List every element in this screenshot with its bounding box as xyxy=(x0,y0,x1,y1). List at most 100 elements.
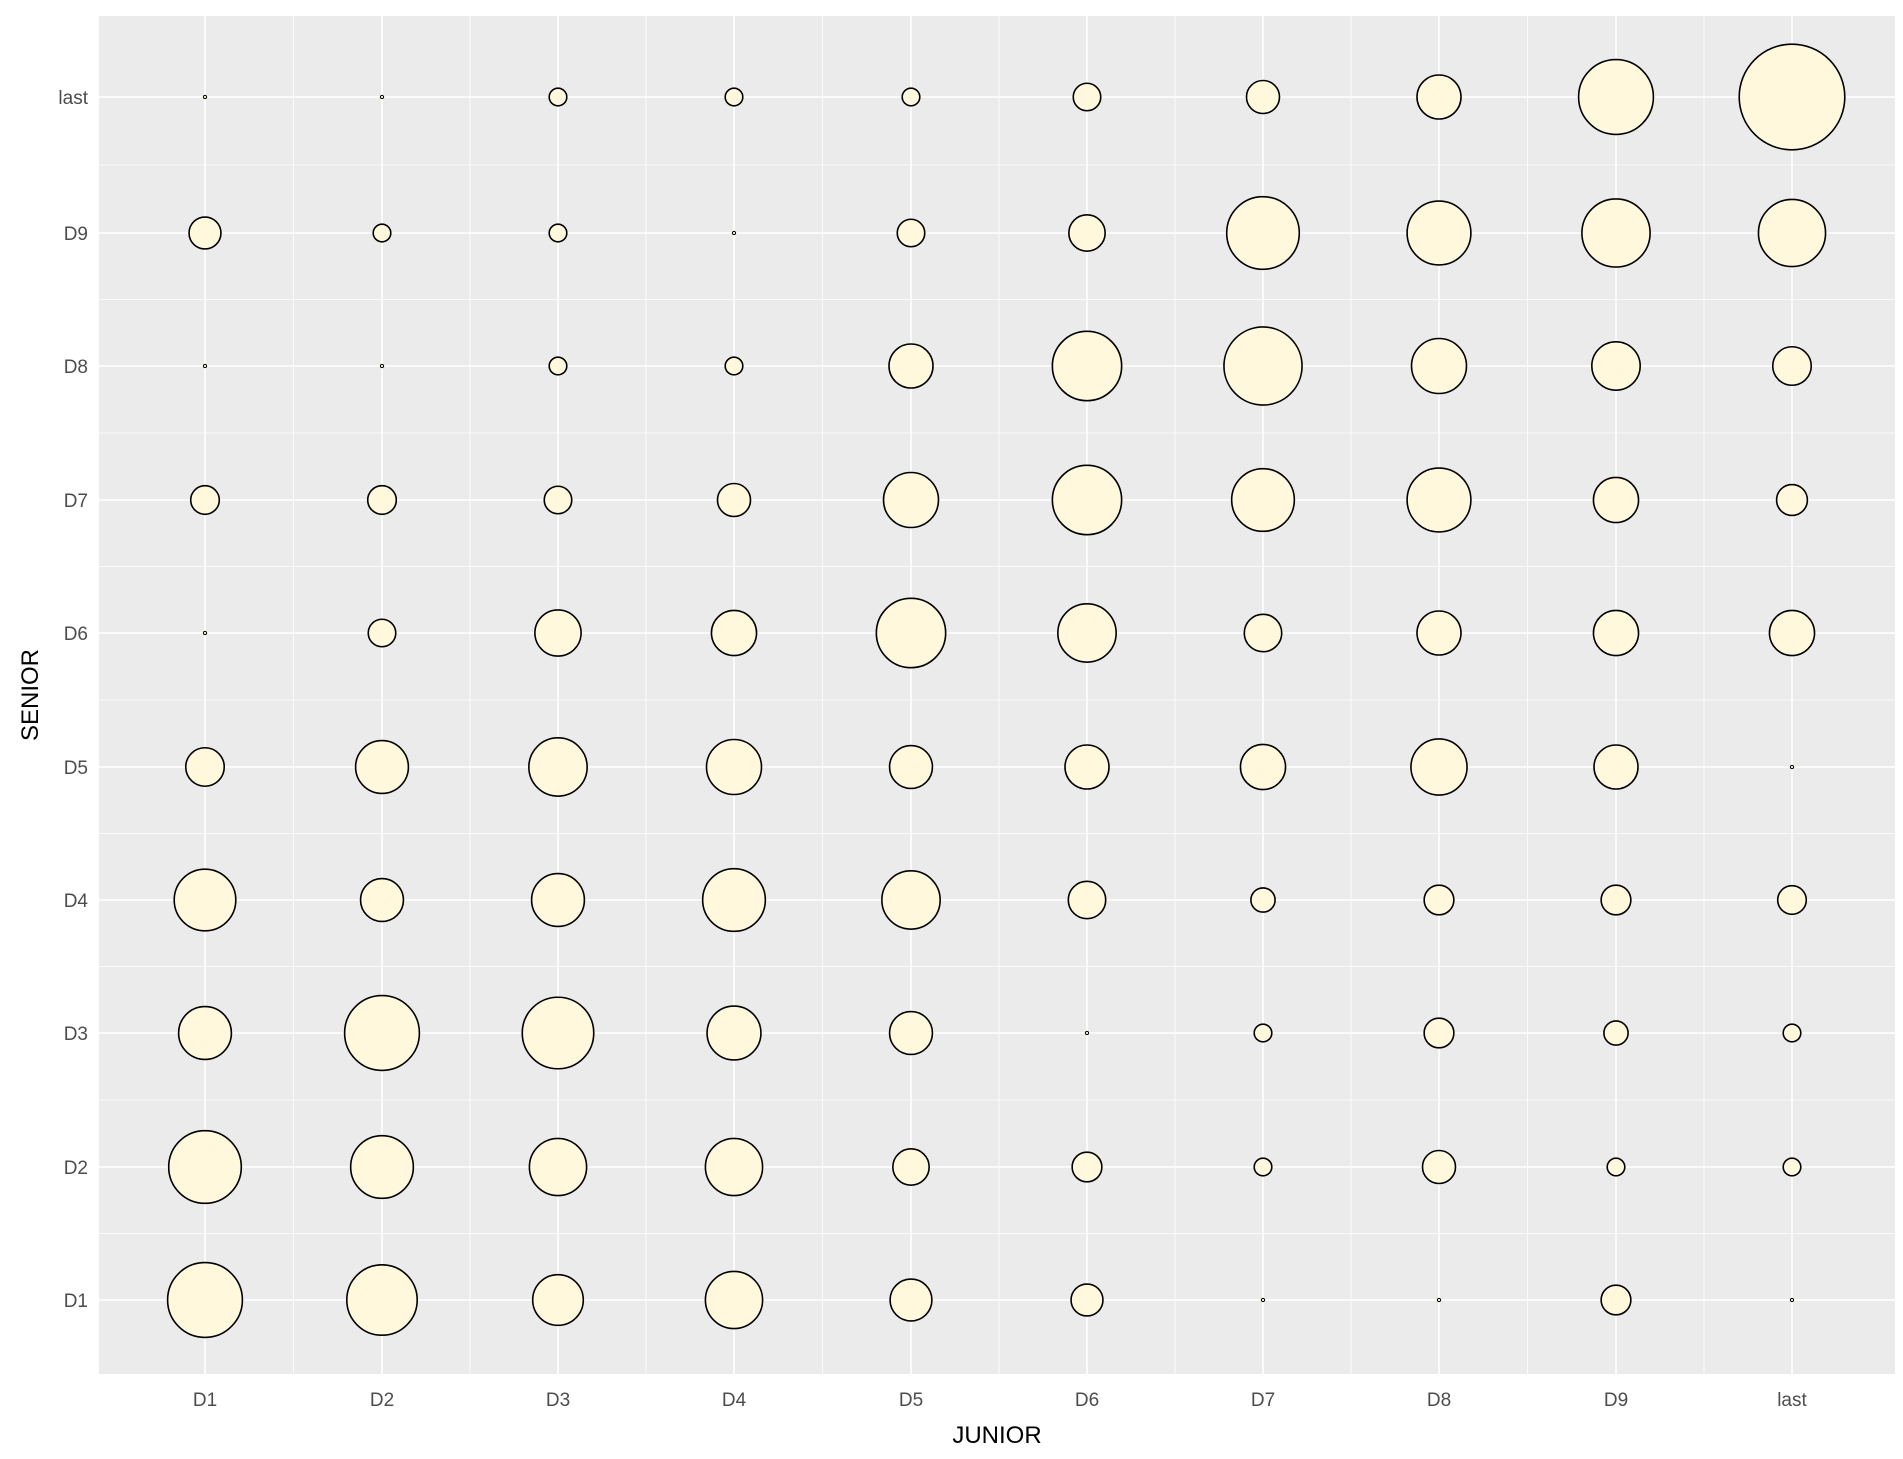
x-tick-label-D5: D5 xyxy=(899,1390,923,1411)
x-tick-label-D1: D1 xyxy=(193,1390,217,1411)
bubble-D4-D3 xyxy=(706,1005,762,1061)
bubble-D9-D3 xyxy=(1603,1020,1629,1046)
x-tick-label-D4: D4 xyxy=(722,1390,747,1411)
bubble-last-D7 xyxy=(1775,483,1809,517)
x-tick-label-D7: D7 xyxy=(1251,1390,1275,1411)
bubble-D8-D1 xyxy=(1436,1297,1442,1303)
bubble-D3-D4 xyxy=(530,872,586,928)
bubble-D5-D5 xyxy=(888,744,934,790)
bubble-D4-D6 xyxy=(710,609,758,657)
bubble-D7-D6 xyxy=(1243,613,1283,653)
bubble-D9-D8 xyxy=(1591,340,1642,391)
bubble-D4-D7 xyxy=(716,482,752,518)
bubble-D5-D9 xyxy=(896,218,926,248)
bubble-D2-D8 xyxy=(379,363,385,369)
bubble-D6-D8 xyxy=(1051,330,1123,402)
bubble-D7-D7 xyxy=(1230,467,1296,533)
bubble-D6-D9 xyxy=(1068,214,1106,252)
bubble-D4-D5 xyxy=(705,738,763,796)
bubble-D9-D7 xyxy=(1592,476,1640,524)
y-tick-label-last: last xyxy=(58,88,88,109)
bubble-D1-D5 xyxy=(184,746,226,788)
bubble-D4-D9 xyxy=(731,230,737,236)
bubble-D3-D9 xyxy=(548,223,568,243)
bubble-D6-D6 xyxy=(1057,603,1117,663)
bubble-D1-last xyxy=(202,94,208,100)
bubble-D9-D9 xyxy=(1581,198,1651,268)
x-axis-tick-labels: D1 D2 D3 D4 D5 D6 D7 D8 D9 last xyxy=(193,1390,1808,1411)
bubble-D5-D4 xyxy=(881,870,941,930)
bubble-D7-D1 xyxy=(1260,1297,1266,1303)
bubble-last-D8 xyxy=(1771,345,1813,387)
bubble-D2-D5 xyxy=(354,739,410,795)
bubble-D1-D4 xyxy=(173,868,237,932)
bubble-D5-D8 xyxy=(888,343,934,389)
bubble-D4-D8 xyxy=(724,356,744,376)
bubble-D4-D4 xyxy=(701,867,767,933)
bubble-D6-last xyxy=(1072,82,1102,112)
bubble-D1-D1 xyxy=(166,1261,244,1339)
bubble-last-D6 xyxy=(1768,609,1816,657)
bubble-D2-D6 xyxy=(367,618,397,648)
bubble-D3-D8 xyxy=(548,356,568,376)
y-tick-label-D3: D3 xyxy=(64,1024,88,1045)
y-axis-title: SENIOR xyxy=(17,649,44,741)
bubble-D4-D2 xyxy=(704,1137,764,1197)
bubble-D9-D6 xyxy=(1592,609,1640,657)
bubble-D6-D5 xyxy=(1064,744,1110,790)
y-tick-label-D6: D6 xyxy=(64,624,88,645)
bubble-D1-D7 xyxy=(189,484,221,516)
y-tick-label-D9: D9 xyxy=(64,224,88,245)
bubble-D1-D3 xyxy=(177,1005,233,1061)
bubble-D5-D2 xyxy=(892,1148,930,1186)
bubble-D9-D5 xyxy=(1593,744,1639,790)
bubble-D8-D8 xyxy=(1410,337,1468,395)
bubble-D2-D4 xyxy=(359,877,405,923)
x-tick-label-D3: D3 xyxy=(546,1390,570,1411)
bubble-D8-D7 xyxy=(1406,467,1472,533)
bubble-D6-D4 xyxy=(1067,880,1107,920)
x-tick-label-D8: D8 xyxy=(1427,1390,1451,1411)
bubble-D8-D3 xyxy=(1423,1017,1455,1049)
bubble-D6-D2 xyxy=(1071,1151,1103,1183)
bubble-D5-last xyxy=(901,87,921,107)
bubble-D1-D9 xyxy=(188,216,222,250)
bubble-D9-D2 xyxy=(1606,1157,1626,1177)
bubble-D7-D4 xyxy=(1250,887,1276,913)
bubble-D3-D6 xyxy=(534,609,582,657)
bubble-D9-D1 xyxy=(1600,1284,1632,1316)
bubble-D2-D3 xyxy=(343,994,421,1072)
bubble-D4-last xyxy=(724,87,744,107)
y-tick-label-D8: D8 xyxy=(64,357,88,378)
bubble-D5-D3 xyxy=(888,1010,934,1056)
bubble-D5-D1 xyxy=(889,1278,933,1322)
x-tick-label-D2: D2 xyxy=(370,1390,394,1411)
y-tick-label-D7: D7 xyxy=(64,491,88,512)
bubble-D3-D7 xyxy=(543,485,573,515)
bubble-D5-D7 xyxy=(882,471,940,529)
bubble-D3-last xyxy=(548,87,568,107)
x-tick-label-D6: D6 xyxy=(1075,1390,1099,1411)
bubble-D7-D2 xyxy=(1253,1157,1273,1177)
y-tick-label-D1: D1 xyxy=(64,1291,88,1312)
bubble-D8-last xyxy=(1416,74,1462,120)
bubble-D6-D1 xyxy=(1070,1283,1104,1317)
bubble-D8-D5 xyxy=(1410,738,1468,796)
bubble-D3-D5 xyxy=(528,737,588,797)
bubble-D8-D4 xyxy=(1423,884,1455,916)
bubble-D7-D8 xyxy=(1223,326,1303,406)
bubble-last-D3 xyxy=(1782,1023,1802,1043)
bubble-D1-D2 xyxy=(167,1129,243,1205)
bubble-D2-D7 xyxy=(366,484,398,516)
bubble-D2-last xyxy=(379,94,385,100)
bubble-D5-D6 xyxy=(875,597,947,669)
bubble-last-D4 xyxy=(1776,884,1808,916)
bubble-D7-D5 xyxy=(1239,743,1287,791)
y-axis-tick-labels: D1 D2 D3 D4 D5 D6 D7 D8 D9 last xyxy=(58,88,88,1312)
bubble-last-D5 xyxy=(1789,764,1795,770)
bubble-D7-last xyxy=(1245,79,1281,115)
bubble-last-last xyxy=(1738,43,1846,151)
bubble-D8-D6 xyxy=(1416,610,1462,656)
bubble-D3-D1 xyxy=(531,1273,585,1327)
bubble-D3-D3 xyxy=(521,996,595,1070)
